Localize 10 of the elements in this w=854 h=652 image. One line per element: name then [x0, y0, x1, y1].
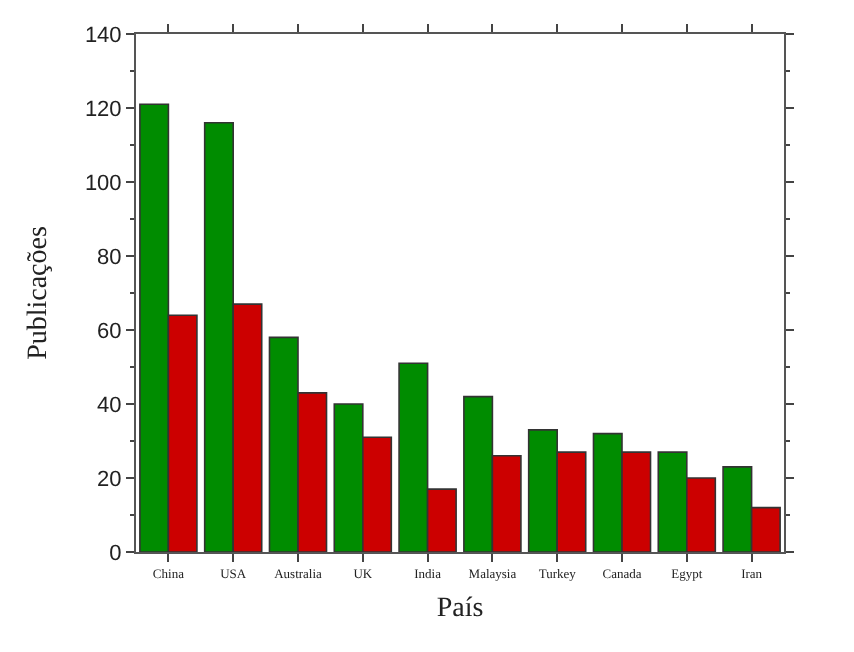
- y-tick-label: 120: [84, 97, 122, 122]
- y-tick-label: 60: [97, 319, 122, 344]
- y-tick-label: 140: [84, 23, 122, 48]
- y-tick-label: 80: [97, 245, 122, 270]
- y-axis-title: Publicações: [24, 226, 55, 360]
- x-axis-title: País: [436, 594, 484, 625]
- y-tick-label: 100: [84, 171, 122, 196]
- y-tick-label: 20: [97, 467, 122, 492]
- y-tick-label: 40: [97, 393, 122, 418]
- y-tick-label: 0: [109, 541, 122, 566]
